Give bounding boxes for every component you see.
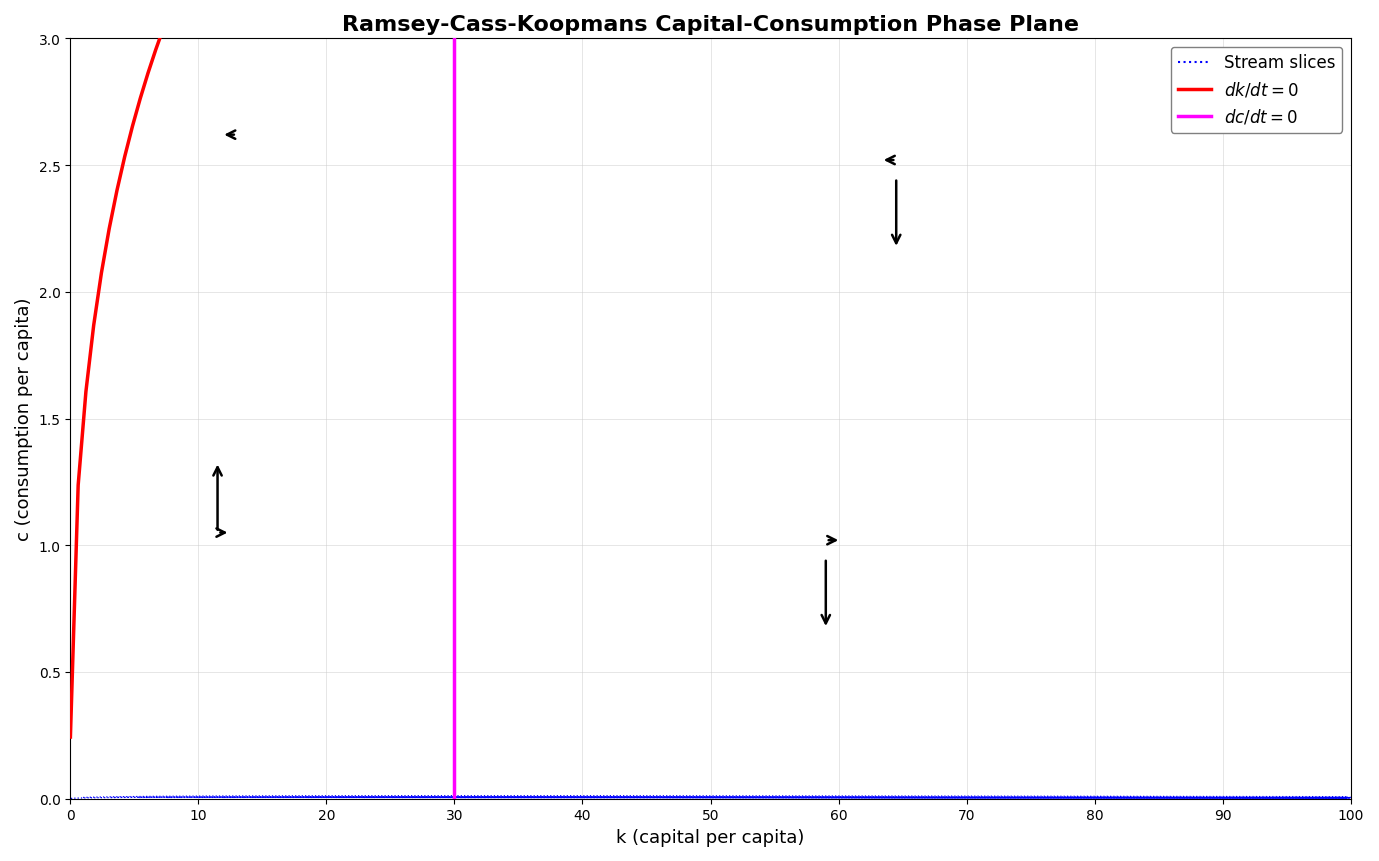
- Title: Ramsey-Cass-Koopmans Capital-Consumption Phase Plane: Ramsey-Cass-Koopmans Capital-Consumption…: [342, 15, 1078, 35]
- $dk/dt = 0$: [62, 732, 79, 742]
- Y-axis label: c (consumption per capita): c (consumption per capita): [15, 297, 33, 541]
- Line: $dk/dt = 0$: $dk/dt = 0$: [70, 0, 1379, 799]
- X-axis label: k (capital per capita): k (capital per capita): [616, 828, 805, 846]
- Legend: Stream slices, $dk/dt = 0$, $dc/dt = 0$: Stream slices, $dk/dt = 0$, $dc/dt = 0$: [1171, 47, 1343, 133]
- $dc/dt = 0$: [447, 541, 463, 551]
- $dc/dt = 0$: [447, 794, 463, 804]
